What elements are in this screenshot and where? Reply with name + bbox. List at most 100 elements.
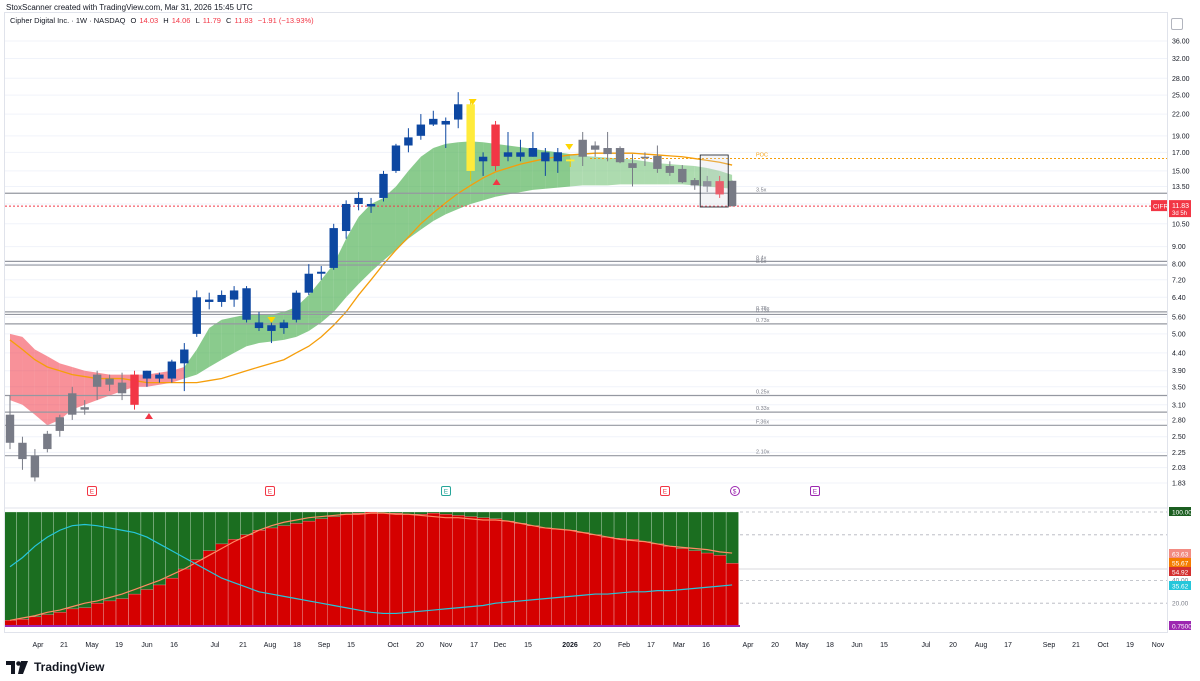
osc-label-bg: [1169, 549, 1191, 558]
candle-body: [541, 152, 550, 162]
candle-body: [391, 145, 401, 171]
earnings-marker: E: [660, 486, 670, 496]
candle-body: [466, 104, 475, 171]
time-tick: 18: [826, 642, 834, 649]
cloud-segment: [570, 154, 583, 187]
time-tick: Jul: [922, 642, 931, 649]
cloud-segment: [34, 349, 48, 426]
level-label: 0.25x: [756, 390, 770, 396]
candle: [703, 175, 712, 193]
osc-label: 63.63: [1169, 549, 1191, 559]
candle-body: [503, 152, 513, 157]
candle: [628, 154, 637, 187]
osc-red-bar: [377, 512, 391, 627]
cloud-segment: [383, 186, 396, 261]
price-tick: 3.90: [1172, 368, 1186, 375]
candle: [117, 372, 127, 401]
time-tick: 20: [593, 642, 601, 649]
level-label: POC: [756, 153, 768, 159]
cloud-segment: [47, 356, 60, 426]
candle: [429, 110, 438, 126]
osc-red-bar: [514, 523, 528, 627]
symbol-legend[interactable]: Cipher Digital Inc. · 1W · NASDAQ O 14.03…: [10, 16, 317, 25]
price-tick: 9.00: [1172, 244, 1186, 251]
candle: [317, 266, 326, 280]
price-tick: 25.00: [1172, 93, 1190, 100]
candle-body: [441, 120, 450, 125]
time-tick: 21: [60, 642, 68, 649]
price-tick: 2.03: [1172, 465, 1186, 472]
candle: [653, 145, 662, 173]
osc-red-bar: [476, 517, 490, 627]
candle-body: [68, 393, 77, 415]
price-tick: 2.25: [1172, 450, 1186, 457]
candle: [167, 359, 177, 383]
osc-red-bar: [315, 518, 328, 627]
tradingview-logo-icon: [6, 660, 28, 674]
time-tick: 21: [1072, 642, 1080, 649]
symbol-badge-bg: [1151, 200, 1167, 212]
fullscreen-icon[interactable]: [1171, 18, 1183, 30]
time-tick: May: [795, 642, 809, 649]
earnings-label: E: [268, 489, 273, 496]
candle-body: [267, 325, 276, 331]
level-label: 8.5x: [756, 259, 767, 265]
time-axis: Apr 21 May 19 Jun 16 Jul 21 Aug 18 Sep 15 Oct 20 Nov 17…: [33, 642, 1165, 649]
candle: [503, 131, 513, 162]
osc-label-text: 55.67: [1172, 561, 1189, 568]
cloud-segment: [221, 317, 235, 360]
osc-red-bar: [364, 511, 378, 627]
symbol-badge: CIFR: [1153, 204, 1168, 211]
candle: [130, 370, 139, 410]
osc-red-bar: [115, 598, 129, 627]
legend-open: 14.03: [139, 16, 159, 25]
time-tick: 18: [293, 642, 301, 649]
time-tick: Jul: [211, 642, 220, 649]
price-tick: 3.50: [1172, 384, 1186, 391]
candle: [279, 319, 289, 334]
time-tick: 15: [524, 642, 532, 649]
cloud-segment: [209, 319, 222, 367]
candle: [553, 148, 562, 173]
level-label: 3.5x: [756, 187, 767, 193]
cloud-segment: [234, 314, 247, 353]
time-tick: Aug: [975, 642, 988, 649]
time-tick: 19: [1126, 642, 1134, 649]
candle-body: [192, 297, 201, 334]
candle-body: [615, 148, 625, 163]
time-tick: 20: [949, 642, 957, 649]
tradingview-brand[interactable]: TradingView: [6, 660, 104, 674]
time-tick: 15: [347, 642, 355, 649]
cloud-segment: [271, 311, 284, 342]
time-tick: May: [85, 642, 99, 649]
osc-green-bar: [28, 511, 42, 627]
osc-red-bar: [265, 527, 279, 627]
osc-red-bar: [501, 520, 515, 627]
osc-label: 20.00: [1172, 601, 1189, 608]
time-tick: 15: [880, 642, 888, 649]
candle: [566, 158, 575, 167]
osc-red-bar: [16, 619, 30, 627]
price-tick: 4.40: [1172, 350, 1186, 357]
osc-label: 35.62: [1169, 581, 1191, 591]
osc-red-bar: [576, 532, 590, 627]
osc-red-bar: [539, 527, 552, 627]
time-tick: 20: [416, 642, 424, 649]
candle: [292, 290, 301, 323]
earnings-marker: E: [441, 486, 451, 496]
osc-red-bar: [701, 552, 714, 627]
cloud-segment: [246, 314, 259, 347]
time-tick: Oct: [388, 642, 399, 649]
level-label: 0.73x: [756, 308, 770, 314]
osc-red-bar: [589, 534, 602, 627]
candle-body: [55, 417, 64, 431]
cloud-segment: [10, 333, 23, 405]
candle-body: [640, 156, 650, 159]
candle-body: [553, 152, 562, 162]
time-tick: 19: [115, 642, 123, 649]
time-tick: 16: [702, 642, 710, 649]
legend-close-label: C: [226, 16, 232, 25]
countdown-label: 3d 5h: [1172, 211, 1187, 217]
osc-green-bar: [3, 511, 17, 627]
